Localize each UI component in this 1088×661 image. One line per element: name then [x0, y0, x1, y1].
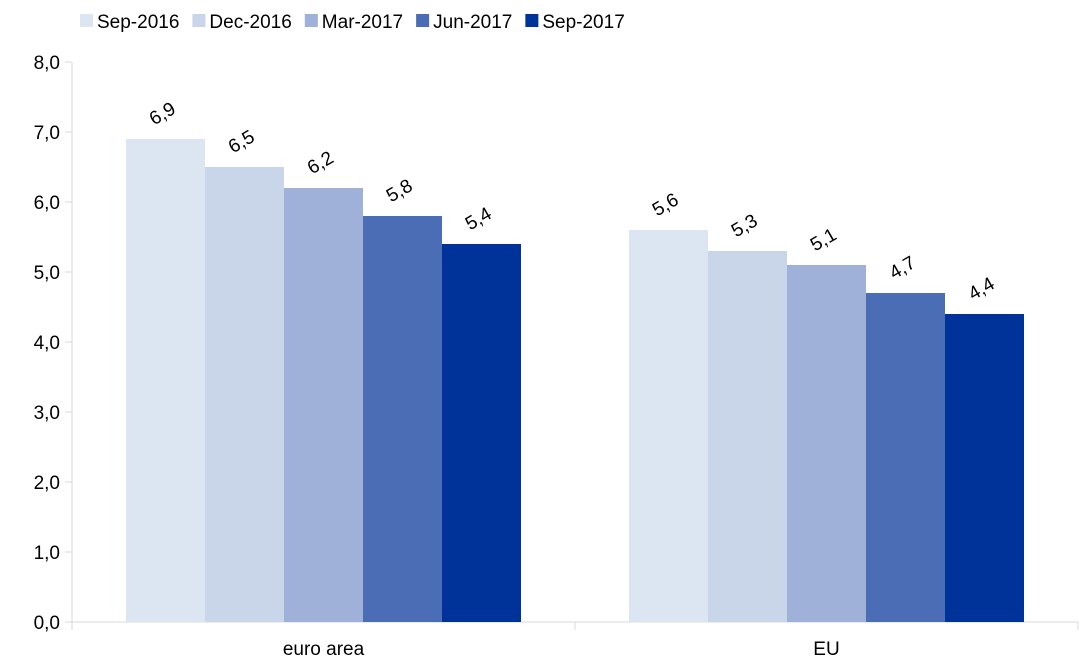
legend-label: Jun-2017	[433, 12, 512, 33]
y-tick-label: 0,0	[34, 613, 60, 634]
bar	[787, 265, 866, 622]
legend-label: Mar-2017	[322, 12, 403, 33]
bar	[629, 230, 708, 622]
legend-swatch	[80, 14, 93, 27]
legend: Sep-2016 Dec-2016 Mar-2017 Jun-2017 Sep-2017	[80, 12, 625, 33]
legend-swatch	[525, 14, 539, 27]
data-label: 5,1	[807, 225, 840, 256]
legend-swatch	[416, 14, 430, 27]
legend-label: Dec-2016	[209, 12, 291, 33]
data-label: 4,7	[886, 253, 919, 284]
data-label: 5,6	[649, 190, 682, 221]
legend-swatch	[192, 14, 206, 27]
data-label: 6,5	[225, 127, 258, 158]
bar	[708, 251, 787, 622]
data-label: 5,4	[462, 203, 496, 235]
y-tick-label: 8,0	[34, 53, 60, 74]
bar	[442, 244, 521, 622]
bar	[363, 216, 442, 622]
legend-label: Sep-2017	[542, 12, 624, 33]
bars	[126, 139, 1024, 622]
data-label: 5,3	[728, 211, 761, 242]
y-tick-label: 6,0	[34, 193, 60, 214]
legend-swatch	[304, 14, 318, 27]
y-tick-label: 2,0	[34, 473, 60, 494]
y-tick-label: 7,0	[34, 123, 60, 144]
data-label: 6,9	[146, 99, 179, 130]
bar	[284, 188, 363, 622]
y-tick-label: 4,0	[34, 333, 60, 354]
y-tick-label: 1,0	[34, 543, 60, 564]
data-label: 4,4	[965, 273, 999, 305]
axes: 0,0 1,0 2,0 3,0 4,0 5,0 6,0 7,0 8,0 euro area EU	[34, 53, 1079, 660]
bar	[205, 167, 284, 622]
x-category-label: EU	[813, 639, 839, 660]
data-label: 5,8	[383, 176, 416, 207]
legend-label: Sep-2016	[97, 12, 179, 33]
y-tick-label: 5,0	[34, 263, 60, 284]
bar	[866, 293, 945, 622]
y-tick-label: 3,0	[34, 403, 60, 424]
x-category-label: euro area	[283, 639, 365, 660]
bar	[126, 139, 205, 622]
data-label: 6,2	[304, 148, 337, 179]
bar	[945, 314, 1024, 622]
